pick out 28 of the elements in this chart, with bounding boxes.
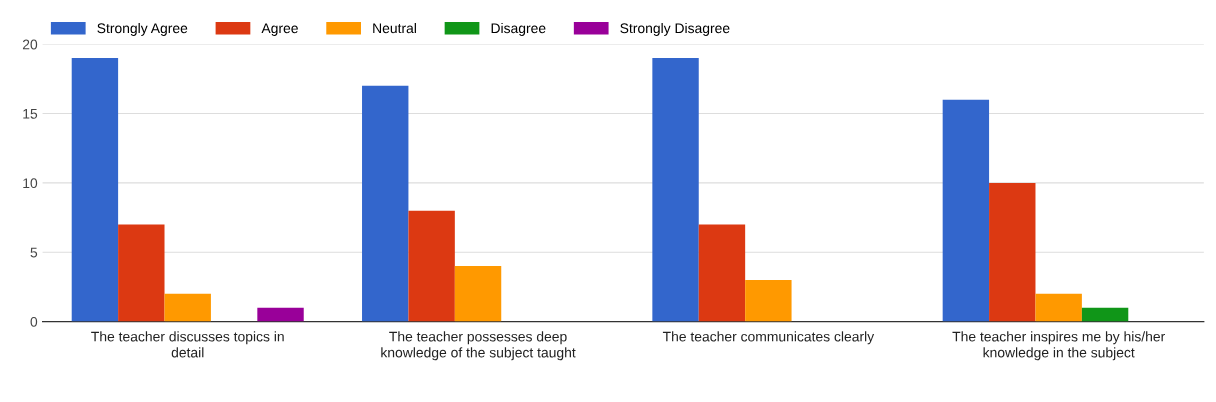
- legend-label: Strongly Disagree: [620, 22, 730, 36]
- bar: [71, 58, 119, 322]
- bar: [362, 85, 409, 322]
- legend-label: Neutral: [373, 22, 416, 34]
- y-tick-label: 20: [22, 39, 38, 50]
- y-tick-label: 5: [30, 247, 38, 258]
- bar: [164, 293, 211, 322]
- x-tick-label: The teacher communicates clearly: [662, 331, 875, 345]
- x-tick-label: The teacher discusses topics in detail: [91, 331, 284, 358]
- bar: [118, 224, 165, 322]
- x-tick-label: The teacher inspires me by his/her knowledge in the subject: [952, 331, 1165, 361]
- y-tick-label: 10: [23, 178, 38, 189]
- x-tick-label: The teacher possesses deep knowledge of the subject taught: [381, 331, 576, 361]
- bar: [698, 224, 746, 322]
- legend-label: Disagree: [491, 22, 546, 36]
- bar: [257, 307, 304, 322]
- bar: [1035, 293, 1082, 322]
- bar: [454, 266, 502, 322]
- y-tick-label: 0: [30, 316, 38, 327]
- legend-label: Strongly Agree: [97, 22, 188, 36]
- bar: [1081, 307, 1129, 322]
- bar: [942, 99, 990, 322]
- bar: [745, 279, 792, 322]
- bar: [408, 210, 455, 322]
- legend-label: Agree: [261, 23, 298, 36]
- bar: [989, 182, 1036, 322]
- bar: [652, 58, 699, 322]
- y-tick-label: 15: [23, 109, 38, 119]
